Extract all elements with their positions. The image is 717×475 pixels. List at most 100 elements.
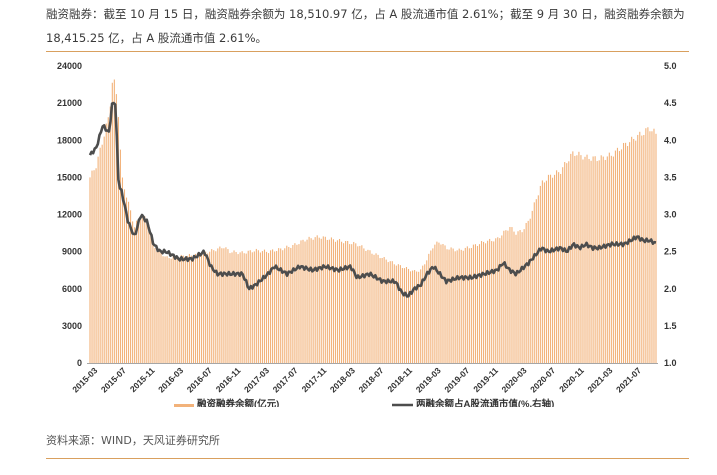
balance-bar	[209, 251, 211, 363]
balance-bar	[134, 227, 136, 363]
balance-bar	[184, 257, 186, 363]
balance-bar	[316, 235, 318, 363]
balance-bar	[655, 133, 657, 363]
balance-bar	[531, 210, 533, 363]
balance-bar	[334, 241, 337, 363]
balance-bar	[290, 247, 292, 363]
balance-bar	[99, 147, 101, 363]
balance-bar	[219, 246, 221, 363]
balance-bar	[377, 254, 379, 363]
balance-bar	[440, 244, 442, 363]
balance-bar	[341, 241, 343, 363]
balance-bar	[298, 244, 300, 363]
balance-bar	[274, 251, 276, 363]
balance-bar	[399, 265, 401, 363]
balance-bar	[612, 156, 614, 363]
balance-bar	[487, 240, 489, 363]
balance-bar	[515, 234, 517, 363]
balance-bar	[629, 142, 631, 363]
balance-bar	[326, 239, 328, 363]
balance-bar	[558, 172, 560, 363]
balance-bar	[637, 134, 639, 363]
balance-bar	[424, 264, 426, 363]
balance-bar	[312, 239, 314, 363]
balance-bar	[434, 244, 436, 363]
balance-bar	[259, 252, 261, 363]
balance-bar	[205, 251, 207, 363]
balance-bar	[142, 215, 144, 363]
right-tick-label: 1.5	[664, 321, 677, 331]
balance-bar	[578, 151, 580, 363]
balance-bar	[519, 229, 521, 363]
balance-bar	[418, 271, 420, 363]
x-tick-label: 2015-11	[128, 365, 157, 394]
x-tick-label: 2020-07	[528, 365, 557, 394]
balance-bar	[426, 260, 428, 363]
balance-bar	[146, 221, 148, 363]
balance-bar	[357, 246, 359, 363]
balance-bar	[592, 156, 594, 363]
balance-bar	[483, 241, 485, 363]
balance-bar	[551, 177, 554, 363]
balance-bar	[543, 182, 545, 363]
balance-bar	[474, 244, 476, 363]
balance-bar	[549, 174, 552, 363]
x-tick-label: 2017-11	[300, 365, 329, 394]
balance-bar	[127, 201, 130, 363]
balance-bar	[272, 249, 274, 363]
balance-bar	[505, 230, 507, 363]
balance-bar	[385, 259, 387, 363]
balance-bar	[168, 258, 170, 363]
balance-bar	[485, 243, 487, 363]
balance-bar	[359, 245, 361, 363]
x-axis: 2015-03 2015-07 2015-11 2016-03 2016-07 2016-…	[70, 363, 658, 394]
right-tick-label: 4.5	[664, 98, 677, 108]
balance-bar	[154, 248, 156, 363]
balance-bar	[572, 151, 574, 363]
x-tick-label: 2015-07	[99, 365, 128, 394]
balance-bar	[97, 156, 99, 363]
balance-bar	[618, 151, 621, 363]
balance-bar	[306, 239, 308, 363]
balance-bar	[649, 131, 651, 363]
x-tick-label: 2016-03	[156, 365, 185, 394]
balance-bar	[604, 159, 606, 363]
balance-bar	[119, 149, 121, 363]
balance-bar	[403, 268, 405, 363]
right-tick-label: 4.0	[664, 135, 677, 145]
balance-bar	[241, 251, 243, 363]
x-tick-label: 2019-03	[414, 365, 443, 394]
balance-bar	[556, 170, 558, 363]
balance-bar	[320, 238, 322, 363]
balance-bar	[412, 270, 414, 363]
balance-bar	[353, 241, 355, 363]
x-tick-label: 2015-03	[70, 365, 99, 394]
balance-bar	[101, 144, 103, 363]
right-tick-label: 3.0	[664, 210, 677, 220]
balance-bar	[286, 245, 288, 363]
balance-bar	[576, 155, 578, 363]
balance-bar	[381, 258, 383, 363]
balance-bar	[497, 237, 499, 363]
balance-bar	[588, 158, 590, 363]
balance-bar	[95, 168, 97, 363]
balance-bar	[631, 136, 633, 363]
balance-bar	[600, 155, 602, 363]
balance-bar	[245, 253, 247, 363]
balance-bar	[192, 256, 195, 363]
balance-bar	[89, 177, 91, 364]
balance-bar	[213, 250, 215, 363]
balance-bar	[138, 218, 140, 363]
balance-bar	[367, 249, 369, 363]
balance-bar	[152, 241, 154, 363]
balance-bar	[470, 248, 472, 363]
balance-bar	[107, 117, 109, 364]
balance-bar	[227, 249, 229, 363]
balance-bar	[162, 256, 164, 363]
balance-bar	[284, 248, 286, 363]
balance-bar	[308, 236, 310, 363]
x-tick-label: 2018-07	[356, 365, 385, 394]
x-tick-label: 2018-11	[385, 365, 414, 394]
balance-bar	[545, 180, 548, 363]
balance-bar	[249, 250, 251, 363]
